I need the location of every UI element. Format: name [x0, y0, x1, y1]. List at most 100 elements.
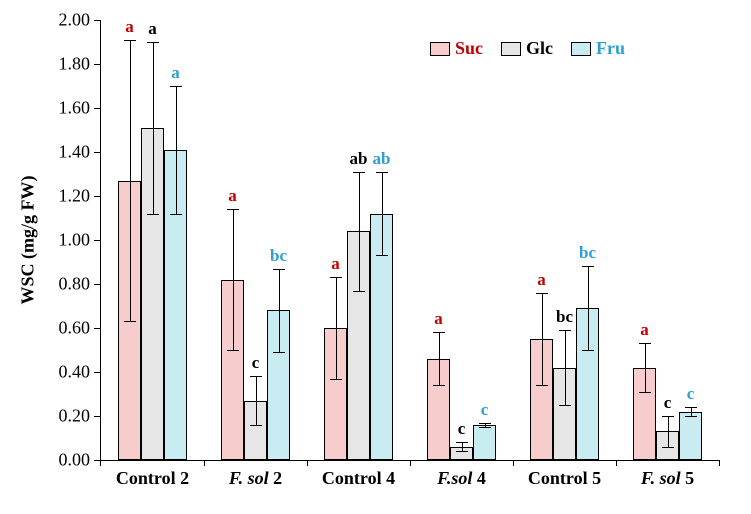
- significance-label: a: [228, 186, 237, 206]
- significance-label: c: [458, 419, 466, 439]
- errorbar: [130, 40, 131, 322]
- errorbar-cap: [170, 86, 182, 87]
- errorbar-cap: [685, 416, 697, 417]
- y-tick-label: 1.20: [30, 186, 90, 207]
- errorbar-cap: [479, 423, 491, 424]
- y-tick-label: 0.60: [30, 318, 90, 339]
- errorbar-cap: [662, 447, 674, 448]
- errorbar-cap: [273, 352, 285, 353]
- significance-label: a: [640, 320, 649, 340]
- bar-fru: [679, 412, 702, 460]
- errorbar-cap: [376, 255, 388, 256]
- x-tick: [307, 460, 308, 466]
- y-tick-label: 1.00: [30, 230, 90, 251]
- y-tick: [94, 108, 100, 109]
- errorbar: [153, 42, 154, 214]
- errorbar-cap: [479, 427, 491, 428]
- errorbar: [439, 332, 440, 385]
- significance-label: c: [664, 393, 672, 413]
- x-category-label: F.sol 4: [402, 468, 522, 489]
- errorbar-cap: [250, 425, 262, 426]
- x-tick: [204, 460, 205, 466]
- legend-label: Fru: [596, 38, 625, 59]
- errorbar-cap: [250, 376, 262, 377]
- y-axis: [100, 20, 101, 460]
- errorbar: [565, 330, 566, 405]
- errorbar-cap: [582, 266, 594, 267]
- errorbar-cap: [124, 321, 136, 322]
- errorbar: [233, 209, 234, 350]
- errorbar-cap: [662, 416, 674, 417]
- y-tick: [94, 240, 100, 241]
- y-tick-label: 0.80: [30, 274, 90, 295]
- x-category-label: Control 2: [93, 468, 213, 489]
- significance-label: a: [537, 270, 546, 290]
- errorbar-cap: [147, 214, 159, 215]
- significance-label: bc: [579, 243, 596, 263]
- y-tick-label: 0.00: [30, 450, 90, 471]
- x-tick: [410, 460, 411, 466]
- errorbar-cap: [433, 332, 445, 333]
- errorbar: [542, 293, 543, 385]
- y-tick: [94, 152, 100, 153]
- y-tick-label: 0.20: [30, 406, 90, 427]
- y-tick: [94, 64, 100, 65]
- errorbar: [691, 407, 692, 416]
- errorbar: [176, 86, 177, 214]
- significance-label: c: [481, 400, 489, 420]
- errorbar-cap: [147, 42, 159, 43]
- errorbar-cap: [559, 405, 571, 406]
- errorbar: [462, 442, 463, 451]
- significance-label: c: [687, 384, 695, 404]
- y-tick-label: 1.60: [30, 98, 90, 119]
- legend-swatch: [571, 42, 591, 56]
- x-category-label: Control 4: [299, 468, 419, 489]
- x-category-label: F. sol 5: [608, 468, 728, 489]
- errorbar: [279, 269, 280, 353]
- errorbar-cap: [639, 392, 651, 393]
- significance-label: a: [434, 309, 443, 329]
- errorbar-cap: [536, 293, 548, 294]
- x-tick: [616, 460, 617, 466]
- y-tick: [94, 284, 100, 285]
- significance-label: a: [148, 19, 157, 39]
- significance-label: a: [125, 17, 134, 37]
- errorbar-cap: [330, 277, 342, 278]
- errorbar-cap: [273, 269, 285, 270]
- errorbar-cap: [353, 172, 365, 173]
- legend-swatch: [430, 42, 450, 56]
- errorbar-cap: [330, 379, 342, 380]
- errorbar: [382, 172, 383, 256]
- y-tick: [94, 416, 100, 417]
- significance-label: a: [331, 254, 340, 274]
- significance-label: ab: [350, 149, 368, 169]
- y-tick: [94, 328, 100, 329]
- significance-label: a: [171, 63, 180, 83]
- errorbar-cap: [227, 350, 239, 351]
- y-tick-label: 2.00: [30, 10, 90, 31]
- errorbar-cap: [170, 214, 182, 215]
- y-tick: [94, 196, 100, 197]
- errorbar: [359, 172, 360, 291]
- errorbar-cap: [227, 209, 239, 210]
- errorbar: [256, 376, 257, 424]
- significance-label: bc: [270, 246, 287, 266]
- errorbar: [588, 266, 589, 350]
- y-tick-label: 0.40: [30, 362, 90, 383]
- errorbar-cap: [536, 385, 548, 386]
- errorbar: [668, 416, 669, 447]
- errorbar: [645, 343, 646, 391]
- errorbar-cap: [456, 451, 468, 452]
- y-tick: [94, 372, 100, 373]
- y-tick: [94, 20, 100, 21]
- legend: SucGlcFru: [430, 38, 625, 59]
- legend-label: Glc: [526, 38, 553, 59]
- x-tick: [719, 460, 720, 466]
- x-tick: [100, 460, 101, 466]
- bar-fru: [473, 425, 496, 460]
- errorbar-cap: [433, 385, 445, 386]
- errorbar-cap: [376, 172, 388, 173]
- legend-swatch: [501, 42, 521, 56]
- errorbar-cap: [559, 330, 571, 331]
- y-tick-label: 1.40: [30, 142, 90, 163]
